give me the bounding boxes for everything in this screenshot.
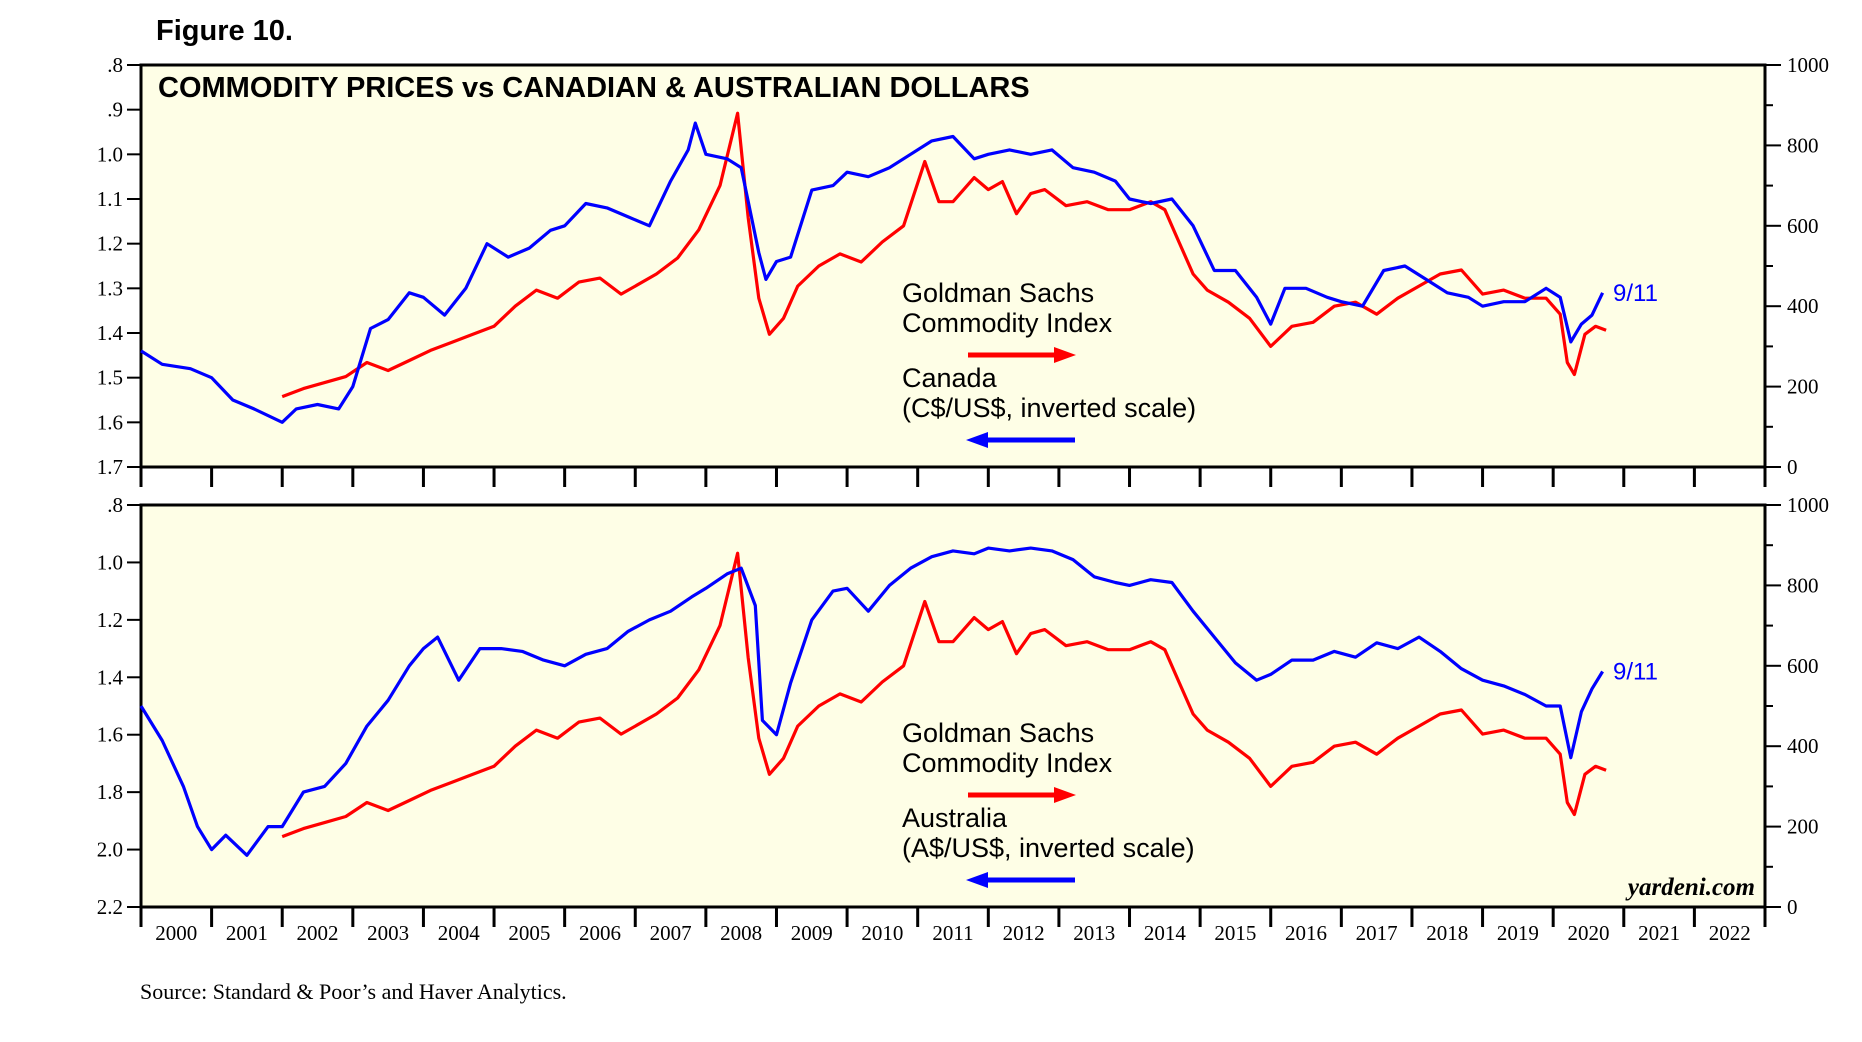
- commodity-arrow-head: [1054, 347, 1076, 363]
- left-axis-tick-label: 1.4: [97, 665, 124, 689]
- left-axis-tick-label: 1.7: [97, 455, 123, 479]
- right-axis-tick-label: 1000: [1787, 493, 1829, 517]
- right-axis-tick-label: 800: [1787, 573, 1819, 597]
- australia-plot-area: [139, 503, 1767, 909]
- right-axis-tick-label: 400: [1787, 294, 1819, 318]
- left-axis-tick-label: 1.2: [97, 608, 123, 632]
- commodity-legend-line1: Goldman Sachs: [902, 718, 1094, 748]
- left-axis-tick-label: 2.2: [97, 895, 123, 919]
- year-label: 2022: [1709, 921, 1751, 945]
- canada-currency-line: [140, 121, 1605, 424]
- year-label: 2017: [1356, 921, 1398, 945]
- canada-end-date-label: 9/11: [1613, 280, 1658, 307]
- currency-arrow-head: [966, 432, 988, 448]
- canada-series: [140, 111, 1607, 424]
- left-axis-tick-label: 1.0: [97, 550, 123, 574]
- commodity-legend-line1: Goldman Sachs: [902, 278, 1094, 308]
- australia-axes: .8 1.0 1.2 1.4 1.6 1.8 2.0 2.2 0 200 400 600 800 1000: [97, 493, 1829, 927]
- canada-legend-line1: Canada: [902, 363, 998, 393]
- right-axis-tick-label: 1000: [1787, 53, 1829, 77]
- figure-label: Figure 10.: [156, 15, 293, 47]
- year-axis-labels: 2000 2001 2002 2003 2004 2005 2006 2007 2008 2009…: [155, 921, 1750, 945]
- australia-currency-line: [139, 546, 1604, 857]
- australia-legend-arrows: [966, 787, 1076, 888]
- chart-title: COMMODITY PRICES vs CANADIAN & AUSTRALIA…: [158, 72, 1030, 104]
- canada-axes: .8 .9 1.0 1.1 1.2 1.3 1.4 1.5 1.6 1.7 0 200 400 600 80…: [97, 53, 1829, 487]
- left-axis-tick-label: 1.8: [97, 780, 123, 804]
- right-axis-tick-label: 800: [1787, 133, 1819, 157]
- left-axis-tick-label: 1.3: [97, 276, 123, 300]
- year-label: 2012: [1003, 921, 1045, 945]
- right-axis-tick-label: 0: [1787, 895, 1798, 919]
- right-axis-tick-label: 200: [1787, 815, 1819, 839]
- right-axis-tick-label: 200: [1787, 375, 1819, 399]
- commodity-index-line: [281, 551, 1607, 839]
- australia-series: [139, 546, 1607, 857]
- left-axis-tick-label: 1.0: [97, 142, 123, 166]
- year-label: 2019: [1497, 921, 1539, 945]
- right-axis-tick-label: 600: [1787, 654, 1819, 678]
- year-label: 2008: [720, 921, 762, 945]
- year-label: 2009: [791, 921, 833, 945]
- right-axis-tick-label: 400: [1787, 734, 1819, 758]
- commodity-legend-line2: Commodity Index: [902, 308, 1113, 338]
- year-label: 2006: [579, 921, 621, 945]
- year-label: 2004: [438, 921, 481, 945]
- year-label: 2005: [508, 921, 550, 945]
- year-label: 2007: [650, 921, 692, 945]
- canada-legend-line2: (C$/US$, inverted scale): [902, 393, 1196, 423]
- year-label: 2010: [861, 921, 903, 945]
- right-axis-tick-label: 600: [1787, 214, 1819, 238]
- year-label: 2016: [1285, 921, 1327, 945]
- canada-legend-arrows: [966, 347, 1076, 448]
- left-axis-tick-label: .8: [107, 493, 123, 517]
- australia-end-date-label: 9/11: [1613, 659, 1658, 686]
- left-axis-tick-label: 2.0: [97, 838, 123, 862]
- year-label: 2021: [1638, 921, 1680, 945]
- commodity-index-line: [281, 111, 1607, 399]
- australia-chart-panel: .8 1.0 1.2 1.4 1.6 1.8 2.0 2.2 0 200 400 600 800 1000…: [97, 493, 1829, 927]
- left-axis-tick-label: 1.5: [97, 366, 123, 390]
- currency-arrow-head: [966, 872, 988, 888]
- year-label: 2015: [1214, 921, 1256, 945]
- left-axis-tick-label: 1.6: [97, 410, 123, 434]
- left-axis-tick-label: .9: [107, 98, 123, 122]
- canada-plot-area: [139, 63, 1767, 469]
- year-label: 2000: [155, 921, 197, 945]
- right-axis-tick-label: 0: [1787, 455, 1798, 479]
- year-label: 2001: [226, 921, 268, 945]
- year-label: 2011: [932, 921, 973, 945]
- brand-watermark: yardeni.com: [1625, 874, 1755, 901]
- year-label: 2020: [1567, 921, 1609, 945]
- canada-chart-panel: .8 .9 1.0 1.1 1.2 1.3 1.4 1.5 1.6 1.7 0 200 400 600 80…: [97, 53, 1829, 487]
- left-axis-tick-label: 1.6: [97, 723, 123, 747]
- left-axis-tick-label: 1.1: [97, 187, 123, 211]
- australia-legend-line2: (A$/US$, inverted scale): [902, 833, 1195, 863]
- year-label: 2002: [297, 921, 339, 945]
- year-label: 2003: [367, 921, 409, 945]
- year-label: 2013: [1073, 921, 1115, 945]
- year-label: 2018: [1426, 921, 1468, 945]
- left-axis-tick-label: .8: [107, 53, 123, 77]
- left-axis-tick-label: 1.4: [97, 321, 124, 345]
- commodity-legend-line2: Commodity Index: [902, 748, 1113, 778]
- australia-legend-line1: Australia: [902, 803, 1008, 833]
- commodity-arrow-head: [1054, 787, 1076, 803]
- source-note: Source: Standard & Poor’s and Haver Anal…: [140, 979, 567, 1004]
- year-label: 2014: [1144, 921, 1187, 945]
- left-axis-tick-label: 1.2: [97, 232, 123, 256]
